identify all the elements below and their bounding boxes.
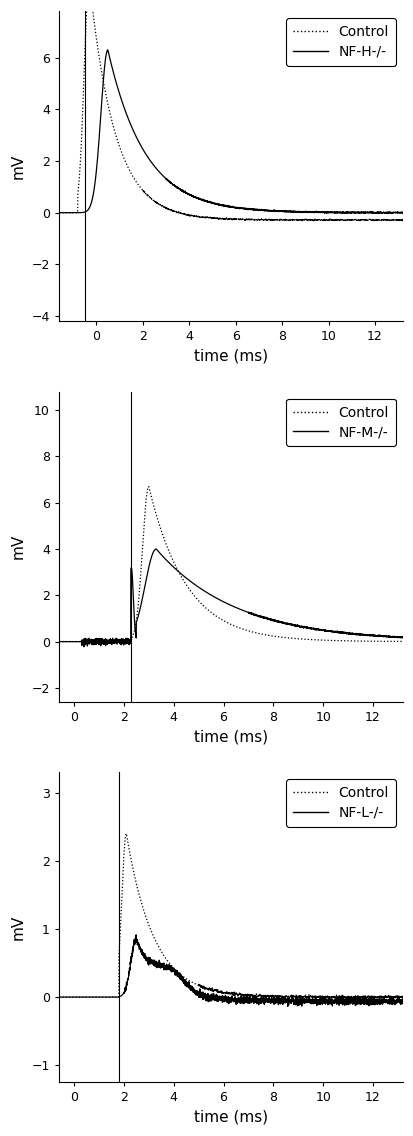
- X-axis label: time (ms): time (ms): [193, 349, 267, 364]
- X-axis label: time (ms): time (ms): [193, 729, 267, 744]
- Legend: Control, NF-M-/-: Control, NF-M-/-: [285, 399, 395, 446]
- Legend: Control, NF-H-/-: Control, NF-H-/-: [285, 18, 395, 66]
- X-axis label: time (ms): time (ms): [193, 1110, 267, 1125]
- Y-axis label: mV: mV: [11, 914, 26, 939]
- Legend: Control, NF-L-/-: Control, NF-L-/-: [285, 779, 395, 827]
- Y-axis label: mV: mV: [11, 534, 26, 559]
- Y-axis label: mV: mV: [11, 153, 26, 178]
